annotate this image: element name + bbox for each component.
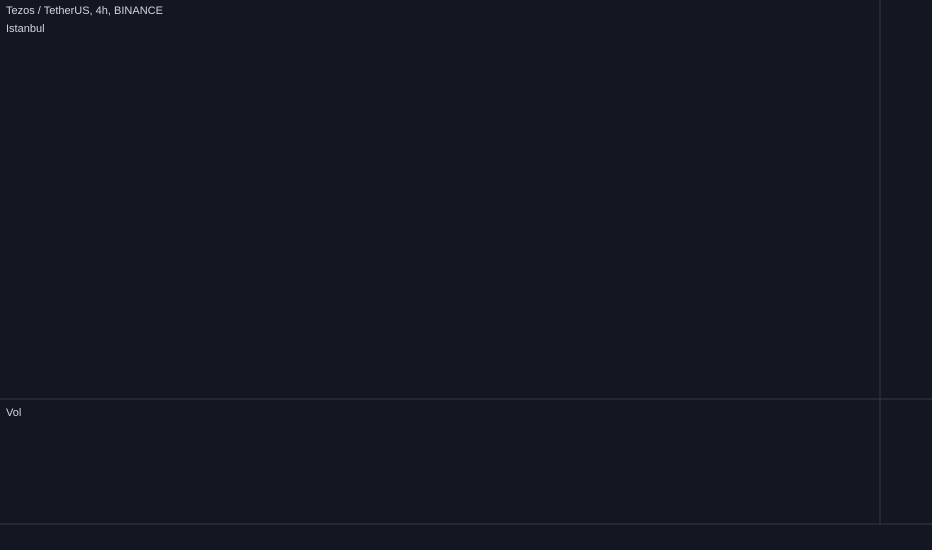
chart-title: Tezos / TetherUS, 4h, BINANCE	[6, 5, 163, 17]
indicator-name: Istanbul	[6, 23, 45, 35]
volume-title: Vol	[6, 407, 21, 419]
